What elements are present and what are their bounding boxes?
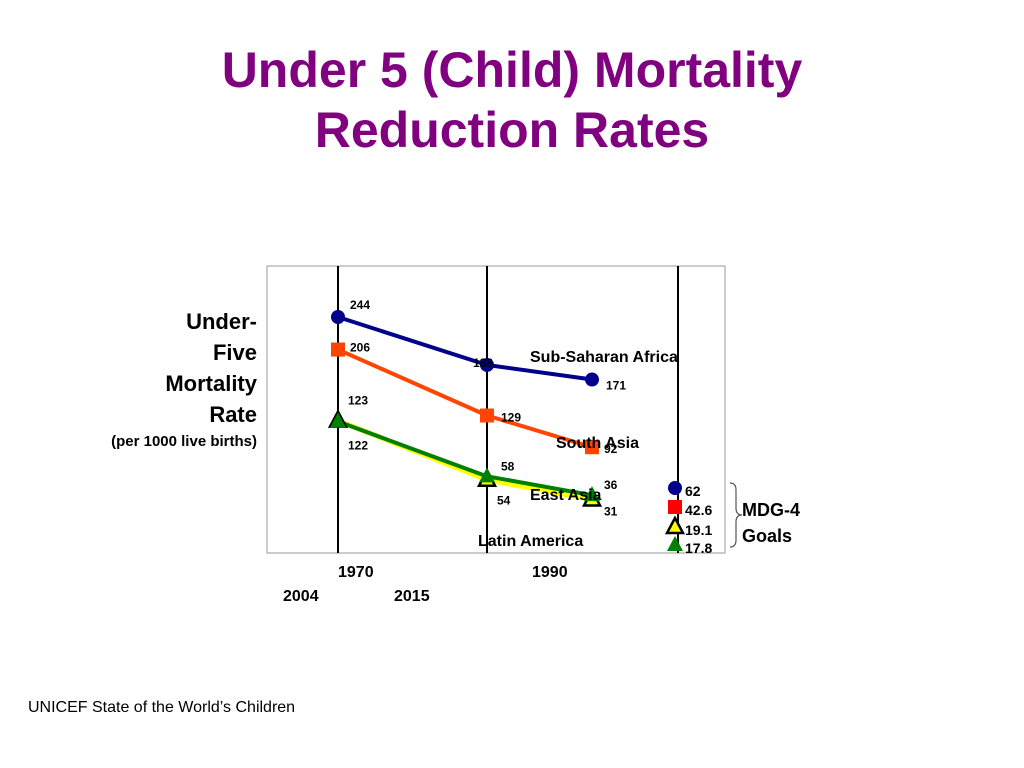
y-axis-label-line-4: Rate bbox=[209, 402, 257, 427]
goal-value-sub-saharan-africa: 62 bbox=[685, 483, 701, 499]
data-label-south-asia-2: 92 bbox=[604, 442, 618, 456]
goals-label-line-1: MDG-4 bbox=[742, 500, 800, 520]
data-label-south-asia-1: 129 bbox=[501, 411, 521, 425]
goal-marker-east-asia bbox=[667, 536, 683, 551]
point-south-asia-1 bbox=[480, 408, 494, 423]
y-axis-label-line-2: Five bbox=[212, 340, 257, 365]
point-east-asia-2 bbox=[584, 486, 600, 502]
goal-marker-latin-america bbox=[664, 515, 686, 535]
goal-marker-south-asia bbox=[668, 500, 682, 514]
data-label-latin-america-2: 31 bbox=[604, 504, 618, 518]
goal-marker-sub-saharan-africa bbox=[668, 481, 682, 495]
point-sub-saharan-africa-1 bbox=[480, 357, 494, 372]
data-label-latin-america-1: 54 bbox=[497, 494, 511, 508]
data-label-latin-america-0: 123 bbox=[348, 394, 368, 408]
x-tick-1970: 1970 bbox=[338, 564, 374, 581]
point-south-asia-2 bbox=[585, 440, 599, 455]
series-name-sub-saharan-africa: Sub-Saharan Africa bbox=[530, 349, 678, 366]
data-label-east-asia-1: 58 bbox=[501, 459, 515, 473]
title-line-2: Reduction Rates bbox=[314, 102, 710, 158]
y-axis-label-line-1: Under- bbox=[186, 309, 257, 334]
data-label-sub-saharan-africa-2: 171 bbox=[606, 379, 626, 393]
goals-label-line-2: Goals bbox=[742, 526, 792, 546]
series-name-east-asia: East Asia bbox=[530, 487, 602, 504]
page-title: Under 5 (Child) Mortality Reduction Rate… bbox=[0, 40, 1024, 160]
series-name-latin-america: Latin America bbox=[478, 533, 583, 550]
goal-value-south-asia: 42.6 bbox=[685, 502, 712, 518]
series-name-south-asia: South Asia bbox=[556, 435, 639, 452]
source-note: UNICEF State of the World’s Children bbox=[28, 699, 296, 716]
data-label-sub-saharan-africa-0: 244 bbox=[350, 298, 370, 312]
goal-value-latin-america: 19.1 bbox=[685, 522, 712, 538]
point-south-asia-0 bbox=[331, 342, 345, 357]
point-sub-saharan-africa-0 bbox=[331, 310, 345, 324]
goal-value-east-asia: 17.8 bbox=[685, 540, 712, 556]
x-tick-2015: 2015 bbox=[394, 588, 430, 605]
plot-frame bbox=[266, 265, 726, 554]
data-label-east-asia-0: 122 bbox=[348, 439, 368, 453]
y-axis-label-line-3: Mortality bbox=[165, 371, 257, 396]
x-tick-2004: 2004 bbox=[283, 588, 319, 605]
y-axis-label-unit: (per 1000 live births) bbox=[111, 433, 257, 450]
goals-brace bbox=[729, 482, 743, 548]
data-label-south-asia-0: 206 bbox=[350, 341, 370, 355]
series-line-east-asia bbox=[337, 419, 593, 498]
data-label-east-asia-2: 36 bbox=[604, 478, 618, 492]
point-sub-saharan-africa-2 bbox=[585, 372, 599, 387]
x-tick-1990: 1990 bbox=[532, 564, 568, 581]
y-axis-label: Under- Five Mortality Rate (per 1000 liv… bbox=[111, 306, 257, 454]
title-line-1: Under 5 (Child) Mortality bbox=[221, 42, 803, 98]
point-east-asia-0 bbox=[330, 412, 346, 428]
data-label-sub-saharan-africa-1: 188 bbox=[473, 356, 493, 370]
point-east-asia-1 bbox=[479, 467, 495, 483]
